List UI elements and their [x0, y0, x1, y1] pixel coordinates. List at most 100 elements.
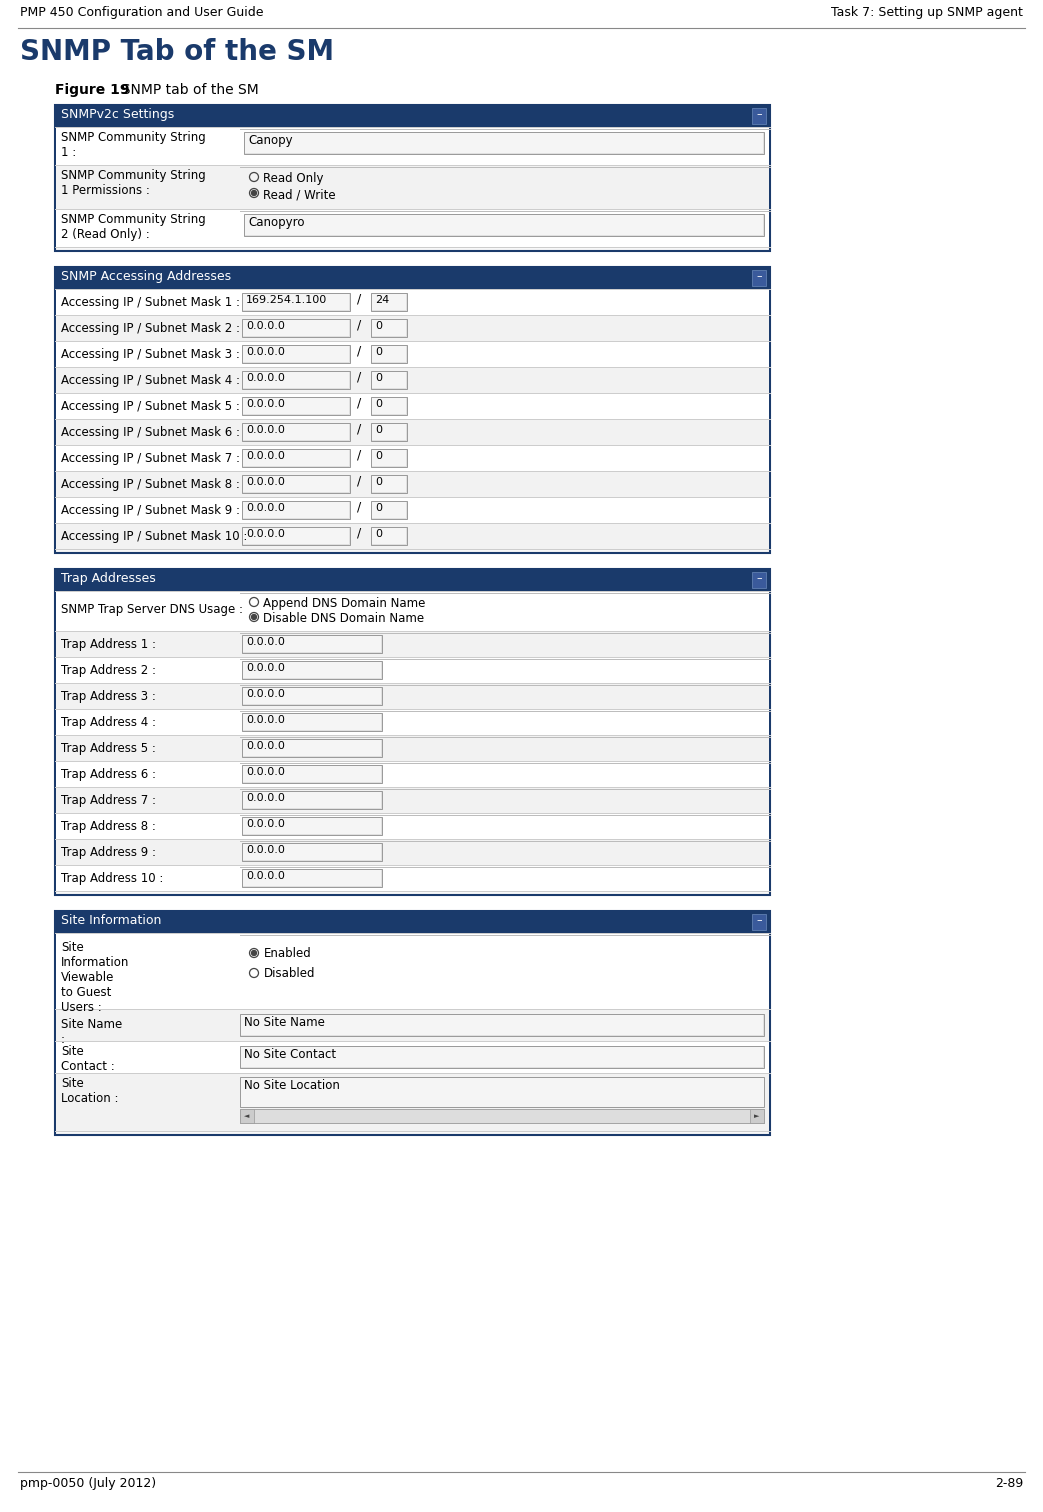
Bar [240, 1046, 765, 1067]
Bar [56, 788, 769, 813]
Bar [56, 1009, 769, 1040]
Bar [242, 816, 382, 835]
Bar [371, 423, 407, 442]
Text: Accessing IP / Subnet Mask 1 :: Accessing IP / Subnet Mask 1 : [60, 296, 240, 308]
Text: Trap Address 9 :: Trap Address 9 : [60, 847, 156, 859]
Bar [242, 500, 350, 519]
Text: pmp-0050 (July 2012): pmp-0050 (July 2012) [20, 1477, 156, 1489]
Bar [55, 104, 770, 127]
Bar [56, 709, 769, 735]
Bar [56, 314, 769, 342]
Bar [56, 289, 769, 314]
Bar [242, 686, 382, 705]
Text: PMP 450 Configuration and User Guide: PMP 450 Configuration and User Guide [20, 6, 264, 20]
Bar [243, 662, 381, 677]
Text: –: – [756, 573, 761, 584]
Text: Accessing IP / Subnet Mask 9 :: Accessing IP / Subnet Mask 9 : [60, 503, 240, 517]
Circle shape [251, 614, 257, 620]
Bar [56, 658, 769, 683]
Bar [243, 293, 349, 310]
Bar [243, 423, 349, 440]
Text: Canopyro: Canopyro [248, 216, 305, 228]
Text: Accessing IP / Subnet Mask 7 :: Accessing IP / Subnet Mask 7 : [60, 452, 240, 466]
Bar [372, 502, 406, 519]
Bar [243, 869, 381, 886]
Bar [242, 739, 382, 758]
Bar [55, 104, 770, 251]
Text: No Site Contact: No Site Contact [244, 1048, 336, 1061]
Text: Site
Information
Viewable
to Guest
Users :: Site Information Viewable to Guest Users… [60, 940, 129, 1015]
Text: 0.0.0.0: 0.0.0.0 [246, 845, 285, 854]
Bar [243, 714, 381, 730]
Text: 0.0.0.0: 0.0.0.0 [246, 503, 285, 513]
Text: No Site Location: No Site Location [244, 1080, 340, 1092]
Bar [372, 321, 406, 336]
Text: 0: 0 [375, 425, 382, 435]
Text: Read / Write: Read / Write [263, 187, 336, 201]
Bar [371, 528, 407, 544]
Bar [55, 268, 770, 553]
Bar [752, 107, 766, 124]
Text: 0: 0 [375, 399, 382, 410]
Bar [56, 523, 769, 549]
Bar [242, 423, 350, 442]
Text: Canopy: Canopy [248, 135, 293, 147]
Text: Trap Address 10 :: Trap Address 10 : [60, 872, 164, 885]
Text: SNMPv2c Settings: SNMPv2c Settings [60, 107, 174, 121]
Text: 0.0.0.0: 0.0.0.0 [246, 741, 285, 751]
Text: 0.0.0.0: 0.0.0.0 [246, 476, 285, 487]
Bar [56, 209, 769, 246]
Bar [243, 688, 381, 705]
Bar [245, 133, 763, 153]
Text: /: / [357, 293, 361, 305]
Text: Trap Address 8 :: Trap Address 8 : [60, 820, 155, 833]
Bar [56, 497, 769, 523]
Bar [243, 346, 349, 361]
Text: 0.0.0.0: 0.0.0.0 [246, 637, 285, 647]
Text: /: / [357, 370, 361, 384]
Bar [241, 1015, 763, 1036]
Bar [242, 475, 350, 493]
Bar [243, 398, 349, 414]
Text: 0.0.0.0: 0.0.0.0 [246, 792, 285, 803]
Text: 0.0.0.0: 0.0.0.0 [246, 662, 285, 673]
Bar [56, 342, 769, 367]
Text: 0: 0 [375, 503, 382, 513]
Text: 0.0.0.0: 0.0.0.0 [246, 321, 285, 331]
Bar [242, 293, 350, 311]
Bar [56, 761, 769, 788]
Text: Disabled: Disabled [264, 968, 315, 980]
Bar [371, 293, 407, 311]
Text: ►: ► [754, 1113, 759, 1119]
Bar [56, 367, 769, 393]
Text: Trap Addresses: Trap Addresses [60, 572, 155, 585]
Bar [240, 1077, 765, 1107]
Text: /: / [357, 319, 361, 333]
Bar [242, 844, 382, 860]
Bar [243, 528, 349, 544]
Bar [55, 569, 770, 895]
Bar [372, 476, 406, 491]
Bar [242, 398, 350, 414]
Bar [371, 449, 407, 467]
Text: Task 7: Setting up SNMP agent: Task 7: Setting up SNMP agent [831, 6, 1023, 20]
Text: /: / [357, 528, 361, 540]
Bar [56, 419, 769, 445]
Text: /: / [357, 475, 361, 488]
Bar [752, 913, 766, 930]
Text: Accessing IP / Subnet Mask 3 :: Accessing IP / Subnet Mask 3 : [60, 348, 240, 361]
Bar [240, 1015, 765, 1036]
Bar [56, 1074, 769, 1131]
Bar [372, 293, 406, 310]
Text: 0: 0 [375, 451, 382, 461]
Text: 24: 24 [375, 295, 389, 305]
Bar [56, 839, 769, 865]
Text: Accessing IP / Subnet Mask 8 :: Accessing IP / Subnet Mask 8 : [60, 478, 240, 491]
Text: Disable DNS Domain Name: Disable DNS Domain Name [263, 612, 425, 624]
Bar [242, 345, 350, 363]
Bar [371, 475, 407, 493]
Bar [242, 661, 382, 679]
Text: Accessing IP / Subnet Mask 5 :: Accessing IP / Subnet Mask 5 : [60, 401, 240, 413]
Bar [243, 818, 381, 835]
Text: 0.0.0.0: 0.0.0.0 [246, 425, 285, 435]
